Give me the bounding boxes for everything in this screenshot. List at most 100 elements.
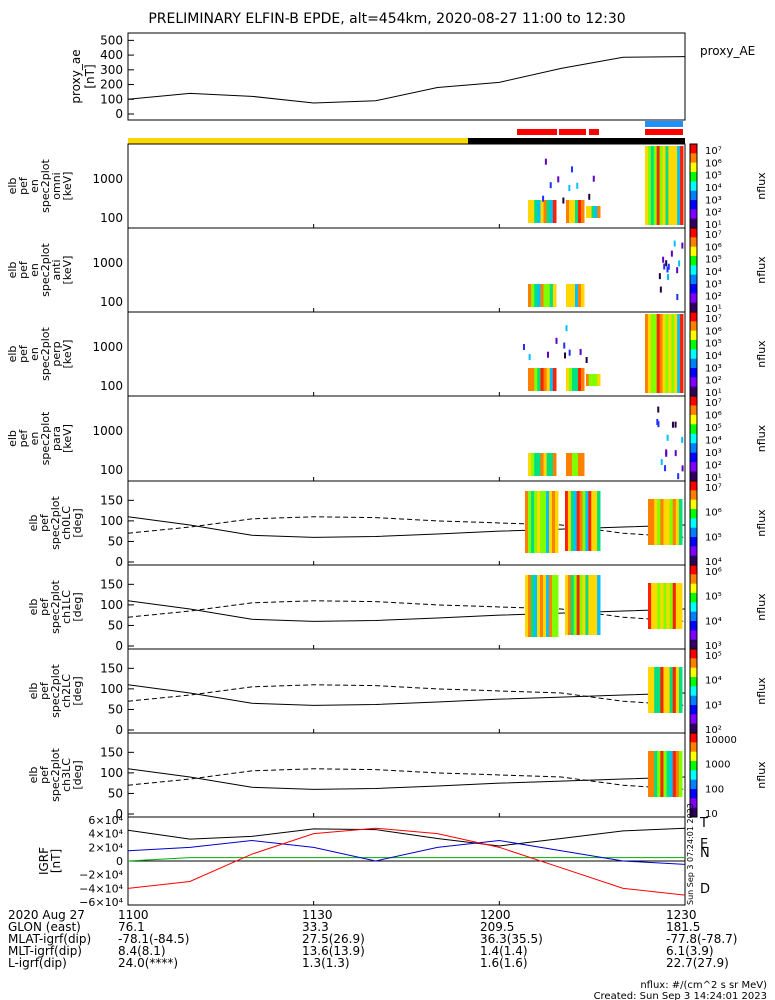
spectrogram-bin [546,575,550,637]
spectrogram-bin [531,453,535,476]
spectrogram-speck [565,325,567,331]
colorbar-tick-label: 10² [705,208,722,219]
colorbar-segment [690,593,697,603]
spectrogram-speck [682,465,684,471]
spectrogram-bin [531,284,535,307]
colorbar-segment [690,500,697,510]
spectrogram-bin [581,200,585,223]
spectrogram-speck [576,183,578,189]
spectrogram-bin [544,368,548,391]
colorbar-segment [690,396,697,406]
spectrogram-bin [660,499,664,545]
panel-frame [128,396,685,481]
colorbar-tick-label: 10⁷ [705,230,722,241]
colorbar-segment [690,472,697,482]
spectrogram-bin [555,575,559,637]
colorbar-segment [690,340,697,350]
colorbar-segment [690,528,697,538]
spectrogram-speck [676,267,678,273]
spectrogram-bin [537,453,541,476]
colorbar-segment [690,443,697,453]
colorbar-segment [690,359,697,369]
panel-frame [128,481,685,565]
spectrogram-bin [578,284,582,307]
spectrogram-bin [566,200,570,223]
spectrogram-speck [678,260,680,266]
panel-frame [128,312,685,396]
dashed-pa-line [128,769,685,790]
colorbar-tick-label: 10⁵ [705,423,722,434]
y-tick-label: 100 [100,598,123,612]
y-tick-label: 100 [100,682,123,696]
colorbar-segment [690,303,697,313]
spectrogram-speck [667,435,669,441]
panel-frame [128,649,685,733]
spectrogram-bin [547,453,551,476]
y-tick-label: 400 [100,48,123,62]
spectrogram-bin [583,491,586,551]
spectrogram-bin [651,314,654,393]
colorbar-segment [690,321,697,331]
y-axis-label: [nT] [83,64,97,88]
spectrogram-bin [654,146,657,225]
spectrogram-bin [663,499,667,545]
spectrogram-bin [553,200,557,223]
spectrogram-bin [525,575,529,637]
spectrogram-speck [562,198,564,204]
colorbar-segment [690,612,697,622]
colorbar-segment [690,733,697,743]
spectrogram-bin [565,575,568,635]
colorbar-segment [690,714,697,724]
colorbar-tick-label: 10⁵ [705,592,722,603]
spectrogram-bin [677,146,680,225]
colorbar-tick-label: 10⁴ [705,676,722,687]
colorbar-segment [690,144,697,154]
spectrogram-speck [588,194,590,200]
colorbar-segment [690,181,697,191]
spectrogram-bin [571,575,574,635]
y-tick-label: 100 [100,463,123,477]
colorbar-label: nflux [755,172,768,200]
footer-cell: L-igrf(dip) [8,956,67,970]
colorbar-tick-label: 10⁶ [705,508,722,519]
spectrogram-speck [674,241,676,247]
spectrogram-bin [674,146,677,225]
colorbar-label: nflux [755,509,768,537]
spectrogram-bin [671,314,674,393]
spectrogram-bin [575,453,579,476]
colorbar-segment [690,481,697,491]
spectrogram-bin [654,751,658,797]
spectrogram-bin [540,575,544,637]
spectrogram-bin [540,368,544,391]
colorbar-segment [690,256,697,266]
spectrogram-bin [594,491,597,551]
y-tick-label: 100 [100,379,123,393]
colorbar-segment [690,546,697,556]
colorbar-segment [690,331,697,341]
colorbar-label: nflux [755,593,768,621]
spectrogram-bin [660,146,663,225]
colorbar-segment [690,584,697,594]
spectrogram-bin [578,368,582,391]
colorbar-segment [690,247,697,257]
y-tick-label: 200 [100,78,123,92]
colorbar-segment [690,172,697,182]
spectrogram-bin [676,583,680,629]
status-bar-red [517,129,557,135]
solid-pa-line [128,601,685,622]
spectrogram-bin [665,146,668,225]
colorbar-segment [690,658,697,668]
y-tick-label: 150 [100,493,123,507]
panel-frame [128,733,685,817]
colorbar-segment [690,509,697,519]
colorbar-segment [690,219,697,229]
spectrogram-bin [531,368,535,391]
spectrogram-bin [552,575,556,637]
spectrogram-bin [544,453,548,476]
dashed-pa-line [128,517,685,538]
spectrogram-bin [660,583,664,629]
colorbar-tick-label: 10⁷ [705,483,722,494]
spectrogram-bin [534,200,538,223]
spectrogram-speck [660,287,662,293]
spectrogram-bin [591,575,594,635]
